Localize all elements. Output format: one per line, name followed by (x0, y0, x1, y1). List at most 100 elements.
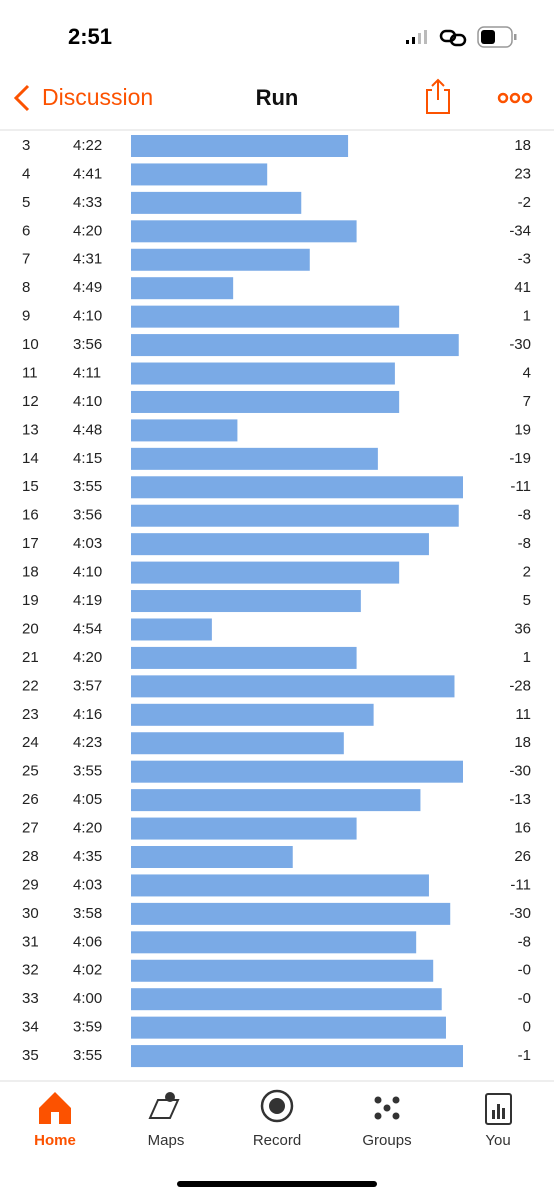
split-elevation: -11 (510, 478, 531, 495)
split-number: 16 (22, 507, 39, 524)
tab-label[interactable]: Home (34, 1132, 76, 1149)
split-elevation: 4 (523, 364, 531, 381)
pace-bar (131, 760, 463, 783)
split-pace: 4:11 (73, 364, 101, 381)
split-number: 32 (22, 962, 39, 979)
split-pace: 4:10 (73, 393, 102, 410)
pace-bar (131, 305, 400, 328)
tab-label[interactable]: Groups (362, 1132, 411, 1149)
split-pace: 3:55 (73, 1047, 102, 1064)
split-pace: 4:05 (73, 791, 102, 808)
split-elevation: -8 (518, 507, 531, 524)
pace-bar (131, 902, 451, 925)
split-number: 30 (22, 905, 39, 922)
tab-icons (39, 1089, 512, 1125)
split-number: 5 (22, 194, 30, 211)
share-button[interactable] (426, 78, 450, 114)
split-number: 11 (22, 364, 38, 381)
split-number: 15 (22, 478, 39, 495)
split-pace: 4:15 (73, 450, 102, 467)
split-elevation: -2 (518, 194, 531, 211)
split-pace: 4:06 (73, 933, 102, 950)
pace-bar (131, 277, 234, 300)
pace-bar (131, 248, 310, 271)
split-elevation: -19 (509, 450, 531, 467)
split-pace: 4:33 (73, 194, 102, 211)
split-pace: 3:56 (73, 507, 102, 524)
pace-bar (131, 789, 421, 812)
split-pace: 4:20 (73, 820, 102, 837)
pace-bar (131, 1016, 446, 1039)
split-pace: 3:55 (73, 478, 102, 495)
split-pace: 4:10 (73, 564, 102, 581)
split-elevation: 18 (514, 137, 531, 154)
pace-bar (131, 590, 361, 613)
split-pace: 3:59 (73, 1019, 102, 1036)
back-button[interactable]: Discussion (42, 84, 153, 110)
pace-bar (131, 334, 459, 357)
split-elevation: -34 (509, 222, 531, 239)
pace-bar (131, 618, 212, 641)
pace-bar (131, 931, 417, 954)
split-elevation: -0 (518, 962, 531, 979)
split-pace: 4:00 (73, 990, 102, 1007)
split-elevation: 5 (523, 592, 531, 609)
back-icon[interactable] (13, 84, 30, 112)
split-elevation: 7 (523, 393, 531, 410)
pace-bar (131, 533, 429, 556)
split-pace: 4:02 (73, 962, 102, 979)
split-elevation: 19 (514, 421, 531, 438)
split-pace: 4:16 (73, 706, 102, 723)
split-elevation: 11 (515, 706, 531, 723)
split-pace: 4:49 (73, 279, 102, 296)
tab-label[interactable]: You (485, 1132, 510, 1149)
pace-bar (131, 419, 238, 442)
splits-list: 3 4:22 184 4:41 235 4:33 -26 4:20 -347 4:31 -38 4:4… (22, 135, 531, 1068)
home-indicator (177, 1181, 377, 1187)
split-number: 19 (22, 592, 39, 609)
split-number: 21 (22, 649, 39, 666)
pace-bar (131, 504, 459, 527)
split-elevation: 18 (514, 734, 531, 751)
split-pace: 4:48 (73, 421, 102, 438)
split-number: 10 (22, 336, 39, 353)
split-number: 23 (22, 706, 39, 723)
split-number: 7 (22, 251, 30, 268)
pace-bar (131, 846, 293, 868)
pace-bar (131, 874, 429, 897)
split-pace: 4:20 (73, 649, 102, 666)
pace-bar (131, 447, 378, 470)
tab-label[interactable]: Maps (148, 1132, 185, 1149)
pace-bar (131, 191, 302, 214)
split-number: 13 (22, 421, 39, 438)
split-elevation: 1 (523, 308, 531, 325)
split-number: 26 (22, 791, 39, 808)
split-pace: 4:03 (73, 876, 102, 893)
pace-bar (131, 362, 395, 385)
status-time: 2:51 (68, 24, 112, 49)
status-icons (406, 26, 517, 48)
tab-label[interactable]: Record (253, 1132, 301, 1149)
split-elevation: -28 (509, 677, 531, 694)
split-elevation: -1 (518, 1047, 531, 1064)
split-elevation: 2 (523, 564, 531, 581)
split-pace: 4:54 (73, 620, 102, 637)
pace-bar (131, 646, 357, 669)
split-elevation: 36 (514, 620, 531, 637)
split-elevation: -30 (509, 905, 531, 922)
more-button[interactable] (497, 92, 533, 104)
pace-bar (131, 703, 374, 726)
split-number: 25 (22, 763, 39, 780)
pace-bar (131, 817, 357, 840)
split-elevation: 16 (514, 820, 531, 837)
split-pace: 4:35 (73, 848, 102, 865)
split-pace: 3:55 (73, 763, 102, 780)
pace-bar (131, 476, 463, 499)
split-number: 34 (22, 1019, 39, 1036)
split-number: 31 (22, 933, 39, 950)
pace-bar (131, 988, 442, 1011)
split-pace: 3:58 (73, 905, 102, 922)
split-elevation: 26 (514, 848, 531, 865)
